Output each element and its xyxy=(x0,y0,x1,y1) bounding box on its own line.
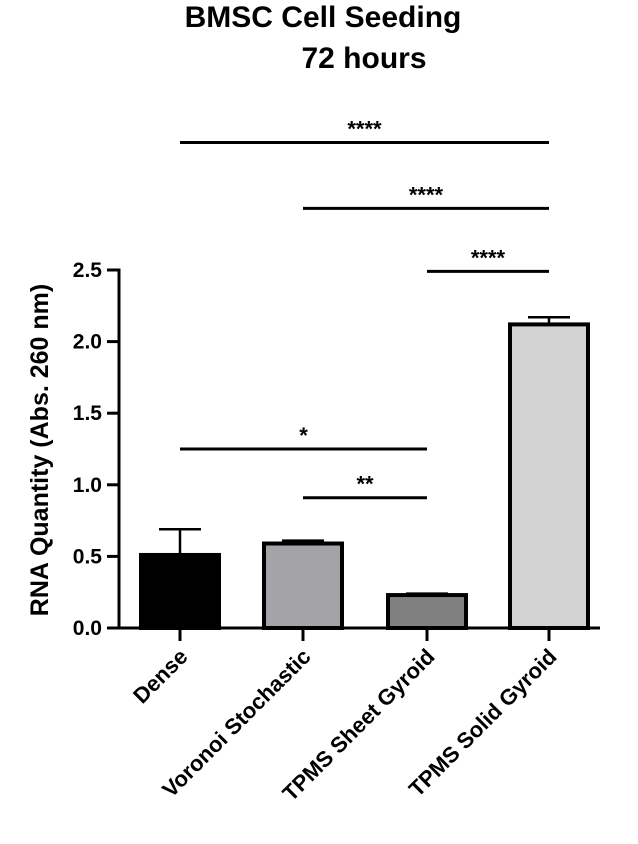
bar xyxy=(139,552,221,631)
chart-title-line-2: 72 hours xyxy=(301,42,426,75)
chart-title-line-1: BMSC Cell Seeding xyxy=(185,1,462,34)
y-tick-label: 0.0 xyxy=(73,617,102,640)
significance-label: ** xyxy=(356,472,374,497)
bar xyxy=(508,322,590,630)
y-tick-label: 1.5 xyxy=(73,402,103,425)
y-tick-label: 0.5 xyxy=(73,545,103,568)
bar xyxy=(386,593,468,631)
significance-label: **** xyxy=(409,182,444,207)
significance-label: * xyxy=(299,423,308,448)
y-tick-label: 1.0 xyxy=(73,474,102,497)
y-tick-label: 2.5 xyxy=(73,259,103,282)
significance-label: **** xyxy=(347,117,382,142)
y-axis-label: RNA Quantity (Abs. 260 nm) xyxy=(26,284,54,616)
bar xyxy=(262,541,344,631)
y-tick-label: 2.0 xyxy=(73,331,102,354)
significance-label: **** xyxy=(471,245,506,270)
x-tick-label: Dense xyxy=(128,644,192,708)
